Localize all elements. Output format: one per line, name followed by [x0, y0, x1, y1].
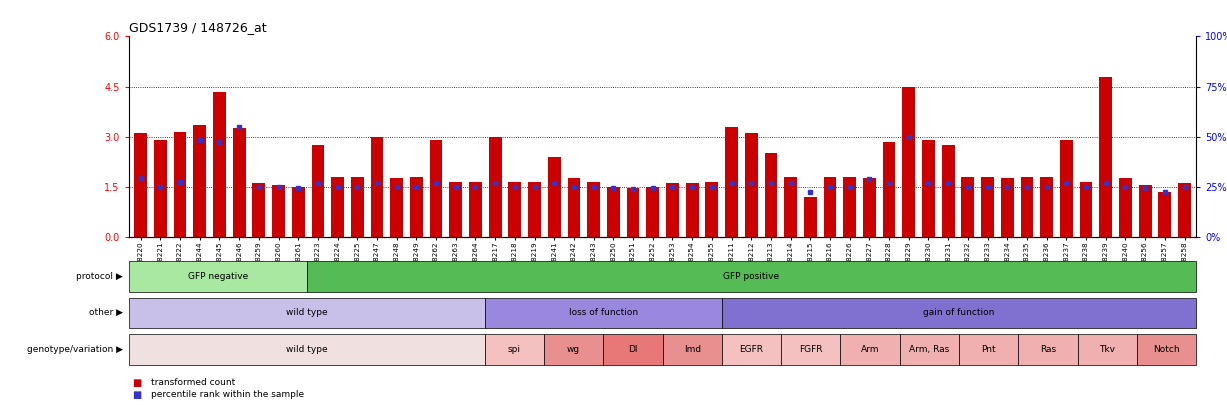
Bar — [194, 125, 206, 237]
Text: wild type: wild type — [286, 308, 328, 318]
Bar — [942, 145, 955, 237]
Text: GFP negative: GFP negative — [188, 272, 248, 281]
Bar — [725, 127, 737, 237]
Bar — [823, 177, 837, 237]
Bar — [647, 187, 659, 237]
Text: GDS1739 / 148726_at: GDS1739 / 148726_at — [129, 21, 266, 34]
Text: other ▶: other ▶ — [88, 308, 123, 318]
Bar — [1099, 77, 1112, 237]
Bar — [666, 183, 679, 237]
Bar — [982, 177, 994, 237]
Bar — [410, 177, 423, 237]
Bar — [607, 187, 620, 237]
Text: Notch: Notch — [1153, 345, 1180, 354]
Bar — [134, 133, 147, 237]
Text: genotype/variation ▶: genotype/variation ▶ — [27, 345, 123, 354]
Bar — [253, 183, 265, 237]
Bar — [1021, 177, 1033, 237]
Bar — [390, 179, 404, 237]
Text: ■: ■ — [133, 390, 142, 400]
Bar — [1178, 183, 1191, 237]
Bar — [962, 177, 974, 237]
Text: FGFR: FGFR — [799, 345, 822, 354]
Bar — [449, 182, 463, 237]
Text: Arm: Arm — [861, 345, 880, 354]
Text: Dl: Dl — [628, 345, 638, 354]
Bar — [1001, 179, 1014, 237]
Bar — [1139, 185, 1151, 237]
Bar — [272, 185, 285, 237]
Bar — [331, 177, 344, 237]
Bar — [213, 92, 226, 237]
Text: wild type: wild type — [286, 345, 328, 354]
Text: transformed count: transformed count — [151, 378, 236, 387]
Bar — [1080, 182, 1092, 237]
Text: GFP positive: GFP positive — [724, 272, 779, 281]
Text: ■: ■ — [133, 378, 142, 388]
Bar — [784, 177, 798, 237]
Text: Imd: Imd — [683, 345, 701, 354]
Bar — [174, 132, 187, 237]
Text: protocol ▶: protocol ▶ — [76, 272, 123, 281]
Text: Pnt: Pnt — [982, 345, 996, 354]
Bar — [429, 140, 443, 237]
Bar — [292, 187, 304, 237]
Bar — [153, 140, 167, 237]
Bar — [764, 153, 778, 237]
Bar — [488, 137, 502, 237]
Bar — [568, 179, 580, 237]
Bar — [469, 182, 482, 237]
Text: spi: spi — [508, 345, 520, 354]
Bar — [547, 157, 561, 237]
Bar — [1158, 192, 1172, 237]
Text: Ras: Ras — [1040, 345, 1056, 354]
Bar — [882, 142, 896, 237]
Bar — [528, 182, 541, 237]
Bar — [804, 197, 817, 237]
Bar — [902, 87, 915, 237]
Text: EGFR: EGFR — [740, 345, 763, 354]
Bar — [233, 128, 245, 237]
Text: loss of function: loss of function — [568, 308, 638, 318]
Bar — [863, 179, 876, 237]
Bar — [588, 182, 600, 237]
Bar — [508, 182, 521, 237]
Text: Arm, Ras: Arm, Ras — [909, 345, 950, 354]
Bar — [627, 188, 639, 237]
Bar — [1040, 177, 1053, 237]
Bar — [843, 177, 856, 237]
Bar — [371, 137, 383, 237]
Bar — [706, 182, 718, 237]
Bar — [686, 183, 698, 237]
Bar — [1119, 179, 1131, 237]
Text: percentile rank within the sample: percentile rank within the sample — [151, 390, 304, 399]
Bar — [312, 145, 324, 237]
Bar — [921, 140, 935, 237]
Bar — [745, 133, 757, 237]
Text: gain of function: gain of function — [924, 308, 995, 318]
Bar — [351, 177, 363, 237]
Text: wg: wg — [567, 345, 580, 354]
Bar — [1060, 140, 1072, 237]
Text: Tkv: Tkv — [1099, 345, 1115, 354]
